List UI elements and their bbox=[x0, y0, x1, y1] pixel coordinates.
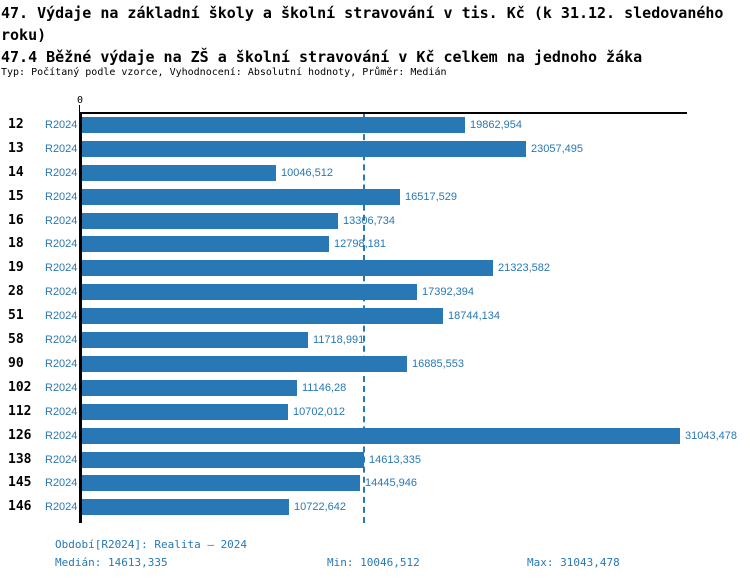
bar-value-label: 12798,181 bbox=[334, 238, 386, 251]
row-series-label: R2024 bbox=[45, 214, 78, 227]
bar-value-label: 19862,954 bbox=[470, 118, 522, 131]
bar bbox=[82, 140, 526, 157]
row-series-label: R2024 bbox=[45, 405, 78, 418]
chart-row: 90 R2024 16885,553 bbox=[0, 352, 750, 376]
row-series-label: R2024 bbox=[45, 381, 78, 394]
bar bbox=[82, 332, 308, 349]
bar bbox=[82, 188, 400, 205]
axis-left-line bbox=[79, 112, 82, 523]
axis-top-line bbox=[79, 112, 687, 114]
bar-value-label: 10702,012 bbox=[293, 405, 345, 418]
bar-value-label: 23057,495 bbox=[531, 142, 583, 155]
row-series-label: R2024 bbox=[45, 501, 78, 514]
row-series-label: R2024 bbox=[45, 477, 78, 490]
chart-row: 51 R2024 18744,134 bbox=[0, 304, 750, 328]
chart-row: 146 R2024 10722,642 bbox=[0, 495, 750, 519]
bar-value-label: 18744,134 bbox=[448, 310, 500, 323]
bar bbox=[82, 212, 338, 229]
row-category-label: 90 bbox=[8, 355, 24, 371]
row-series-label: R2024 bbox=[45, 238, 78, 251]
row-category-label: 51 bbox=[8, 308, 24, 324]
row-series-label: R2024 bbox=[45, 357, 78, 370]
row-series-label: R2024 bbox=[45, 429, 78, 442]
chart-title-line2: 47.4 Běžné výdaje na ZŠ a školní stravov… bbox=[1, 48, 643, 66]
bar bbox=[82, 427, 680, 444]
row-category-label: 18 bbox=[8, 236, 24, 252]
bar-value-label: 11718,991 bbox=[313, 334, 365, 347]
bar bbox=[82, 379, 297, 396]
row-series-label: R2024 bbox=[45, 334, 78, 347]
chart-subtitle: Typ: Počítaný podle vzorce, Vyhodnocení:… bbox=[1, 67, 447, 78]
bar bbox=[82, 355, 407, 372]
bar-value-label: 14613,335 bbox=[369, 453, 421, 466]
chart-row: 19 R2024 21323,582 bbox=[0, 256, 750, 280]
row-category-label: 126 bbox=[8, 427, 32, 443]
row-series-label: R2024 bbox=[45, 262, 78, 275]
chart-row: 13 R2024 23057,495 bbox=[0, 137, 750, 161]
row-category-label: 13 bbox=[8, 140, 24, 156]
bar bbox=[82, 475, 360, 492]
bar-value-label: 13306,734 bbox=[343, 214, 395, 227]
bar-value-label: 10046,512 bbox=[281, 166, 333, 179]
bar bbox=[82, 451, 364, 468]
chart-row: 58 R2024 11718,991 bbox=[0, 328, 750, 352]
row-category-label: 112 bbox=[8, 403, 32, 419]
chart-row: 14 R2024 10046,512 bbox=[0, 161, 750, 185]
footer-median-label: Medián: 14613,335 bbox=[55, 556, 168, 569]
row-category-label: 58 bbox=[8, 332, 24, 348]
chart-row: 138 R2024 14613,335 bbox=[0, 448, 750, 472]
bar bbox=[82, 116, 465, 133]
chart-row: 102 R2024 11146,28 bbox=[0, 376, 750, 400]
bar-value-label: 10722,642 bbox=[294, 501, 346, 514]
chart-title-line1: 47. Výdaje na základní školy a školní st… bbox=[1, 4, 724, 44]
chart-row: 18 R2024 12798,181 bbox=[0, 233, 750, 257]
axis-zero-label: 0 bbox=[76, 95, 84, 106]
footer-max-label: Max: 31043,478 bbox=[527, 556, 620, 569]
row-series-label: R2024 bbox=[45, 142, 78, 155]
bar-value-label: 16885,553 bbox=[412, 357, 464, 370]
bar bbox=[82, 499, 289, 516]
chart-row: 15 R2024 16517,529 bbox=[0, 185, 750, 209]
row-category-label: 146 bbox=[8, 499, 32, 515]
bar-value-label: 17392,394 bbox=[422, 286, 474, 299]
chart-row: 12 R2024 19862,954 bbox=[0, 113, 750, 137]
chart-row: 112 R2024 10702,012 bbox=[0, 400, 750, 424]
row-category-label: 16 bbox=[8, 212, 24, 228]
row-series-label: R2024 bbox=[45, 286, 78, 299]
row-category-label: 138 bbox=[8, 451, 32, 467]
bar-value-label: 21323,582 bbox=[498, 262, 550, 275]
bar bbox=[82, 260, 493, 277]
row-series-label: R2024 bbox=[45, 166, 78, 179]
row-series-label: R2024 bbox=[45, 453, 78, 466]
bar-value-label: 31043,478 bbox=[685, 429, 737, 442]
row-category-label: 12 bbox=[8, 116, 24, 132]
bar-value-label: 11146,28 bbox=[302, 381, 347, 394]
row-category-label: 145 bbox=[8, 475, 32, 491]
row-series-label: R2024 bbox=[45, 190, 78, 203]
footer-period-label: Období[R2024]: Realita – 2024 bbox=[55, 538, 248, 551]
bar bbox=[82, 236, 329, 253]
row-series-label: R2024 bbox=[45, 310, 78, 323]
bar-value-label: 14445,946 bbox=[365, 477, 417, 490]
row-category-label: 19 bbox=[8, 260, 24, 276]
axis-zero-tick bbox=[79, 105, 80, 113]
row-category-label: 28 bbox=[8, 284, 24, 300]
bar-value-label: 16517,529 bbox=[405, 190, 457, 203]
bar bbox=[82, 403, 288, 420]
footer-min-label: Min: 10046,512 bbox=[327, 556, 420, 569]
bar bbox=[82, 284, 417, 301]
row-category-label: 102 bbox=[8, 379, 32, 395]
row-category-label: 15 bbox=[8, 188, 24, 204]
chart-row: 126 R2024 31043,478 bbox=[0, 424, 750, 448]
row-series-label: R2024 bbox=[45, 118, 78, 131]
bar bbox=[82, 164, 276, 181]
chart-row: 16 R2024 13306,734 bbox=[0, 209, 750, 233]
chart-row: 145 R2024 14445,946 bbox=[0, 472, 750, 496]
row-category-label: 14 bbox=[8, 164, 24, 180]
chart-row: 28 R2024 17392,394 bbox=[0, 280, 750, 304]
bar bbox=[82, 308, 443, 325]
